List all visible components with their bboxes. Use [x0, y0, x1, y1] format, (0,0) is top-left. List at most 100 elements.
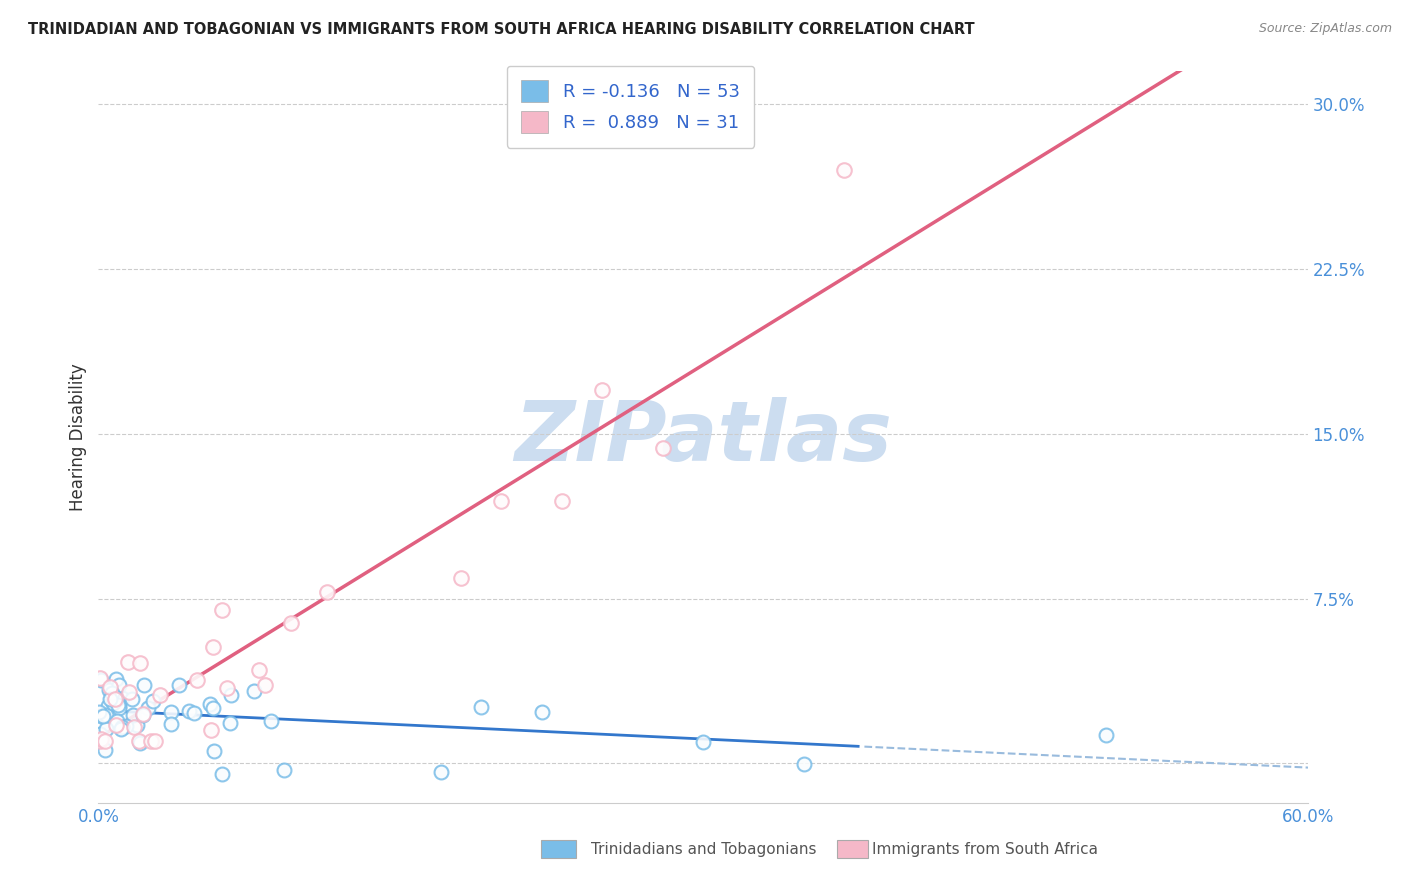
Point [201, 640, 224, 654]
Point [89, 671, 111, 685]
Point [121, 691, 143, 706]
Point [832, 163, 855, 178]
Point [160, 716, 183, 731]
Point [94, 734, 117, 748]
Point [94, 707, 117, 722]
Point [97, 699, 120, 714]
Point [450, 571, 472, 585]
Point [108, 698, 131, 713]
Point [169, 678, 191, 692]
Point [108, 678, 131, 692]
Point [121, 691, 143, 706]
Point [591, 383, 613, 397]
Point [160, 705, 183, 719]
Point [430, 765, 453, 780]
Point [98, 680, 121, 694]
FancyBboxPatch shape [837, 840, 868, 858]
Point [127, 718, 149, 732]
Point [530, 705, 553, 719]
Point [91, 709, 114, 723]
Point [117, 655, 139, 669]
Point [89, 727, 111, 741]
Point [430, 765, 453, 780]
Point [118, 685, 141, 699]
Point [105, 714, 128, 728]
Point [243, 683, 266, 698]
Point [551, 494, 574, 508]
Point [89, 671, 111, 685]
Point [450, 571, 472, 585]
Point [183, 706, 205, 720]
Point [129, 736, 152, 750]
Point [89, 727, 111, 741]
Point [110, 723, 132, 737]
Point [128, 657, 150, 671]
Point [104, 717, 127, 731]
Point [247, 663, 270, 677]
Point [96, 722, 118, 736]
Point [90, 673, 112, 687]
Point [108, 701, 131, 715]
Point [101, 686, 124, 700]
Point [107, 698, 129, 712]
Point [129, 736, 152, 750]
Point [121, 707, 143, 722]
Point [260, 714, 283, 729]
Point [143, 734, 166, 748]
Point [160, 705, 183, 719]
Point [183, 706, 205, 720]
Point [142, 693, 165, 707]
Point [692, 735, 714, 749]
Point [115, 719, 138, 733]
Point [591, 383, 613, 397]
Text: Trinidadians and Tobagonians: Trinidadians and Tobagonians [591, 842, 815, 856]
Point [692, 735, 714, 749]
Point [94, 734, 117, 748]
Point [98, 692, 121, 706]
Point [217, 681, 239, 695]
Point [211, 603, 233, 617]
Point [110, 723, 132, 737]
Point [101, 690, 124, 704]
Point [260, 714, 283, 729]
Point [217, 681, 239, 695]
Point [94, 743, 117, 757]
Point [128, 657, 150, 671]
Point [98, 692, 121, 706]
Text: TRINIDADIAN AND TOBAGONIAN VS IMMIGRANTS FROM SOUTH AFRICA HEARING DISABILITY CO: TRINIDADIAN AND TOBAGONIAN VS IMMIGRANTS… [28, 22, 974, 37]
Point [243, 683, 266, 698]
Point [91, 709, 114, 723]
Point [131, 708, 153, 723]
Point [198, 698, 221, 712]
Y-axis label: Hearing Disability: Hearing Disability [69, 363, 87, 511]
Point [90, 731, 112, 746]
Point [211, 603, 233, 617]
FancyBboxPatch shape [541, 840, 576, 858]
Point [186, 673, 208, 688]
Point [111, 720, 134, 734]
Point [90, 709, 112, 723]
Point [121, 707, 143, 722]
Point [104, 692, 127, 706]
Point [107, 692, 129, 706]
Point [108, 701, 131, 715]
Point [832, 163, 855, 178]
Point [201, 640, 224, 654]
Point [142, 693, 165, 707]
Point [177, 705, 200, 719]
Point [97, 699, 120, 714]
Point [1095, 728, 1118, 742]
Point [94, 707, 117, 722]
Point [104, 692, 127, 706]
Point [211, 767, 233, 781]
Point [89, 734, 111, 748]
Point [219, 688, 242, 702]
Point [530, 705, 553, 719]
Point [132, 706, 155, 721]
Point [90, 709, 112, 723]
Point [98, 680, 121, 694]
Point [141, 734, 163, 748]
Point [219, 716, 242, 731]
Point [97, 682, 120, 697]
Point [118, 685, 141, 699]
